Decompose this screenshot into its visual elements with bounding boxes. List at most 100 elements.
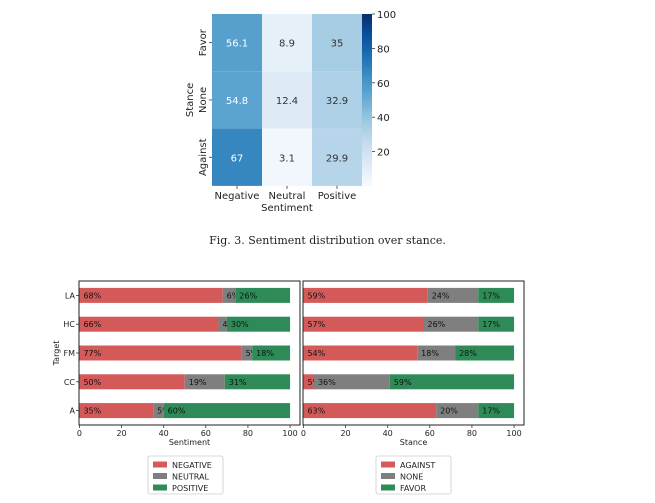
y-tick-label: A: [70, 407, 76, 416]
legend-swatch: [153, 484, 167, 491]
colorbar-segment: [362, 48, 372, 52]
heatmap-cell-label: 8.9: [279, 39, 295, 50]
bar-segment: [478, 403, 515, 419]
bar-segment: [226, 316, 291, 332]
colorbar-segment: [362, 31, 372, 35]
colorbar-segment: [362, 137, 372, 141]
colorbar-segment: [362, 74, 372, 78]
heatmap-y-tick-label: Against: [198, 138, 209, 176]
legend-label: NEUTRAL: [172, 473, 209, 482]
x-tick-label: 60: [201, 429, 211, 438]
colorbar-tick-label: 60: [377, 79, 390, 90]
heatmap-cell-label: 32.9: [326, 96, 348, 107]
bar-data-label: 18%: [256, 349, 274, 358]
colorbar-segment: [362, 68, 372, 72]
bar-segment: [455, 345, 515, 361]
heatmap-cell: [262, 71, 312, 129]
colorbar-segment: [362, 183, 372, 187]
bar-segment: [303, 374, 314, 390]
bar-segment: [222, 287, 236, 303]
bar-data-label: 50%: [83, 378, 101, 387]
x-tick-label: 40: [159, 429, 169, 438]
x-tick-label: 80: [467, 429, 477, 438]
bar-data-label: 17%: [482, 407, 500, 416]
colorbar-segment: [362, 151, 372, 155]
heatmap-x-tick-label: Positive: [318, 191, 357, 202]
colorbar-segment: [362, 125, 372, 130]
colorbar-segment: [362, 16, 372, 21]
colorbar-segment: [362, 111, 372, 115]
colorbar-segment: [362, 108, 372, 112]
colorbar-segment: [362, 28, 372, 32]
colorbar-segment: [362, 97, 372, 101]
bar-data-label: 26%: [239, 291, 257, 300]
heatmap-cell: [212, 128, 262, 186]
bar-segment: [163, 403, 291, 419]
heatmap-cell-label: 67: [231, 153, 244, 164]
bar-segment: [478, 316, 515, 332]
colorbar-segment: [362, 42, 372, 47]
bar-data-label: 17%: [482, 320, 500, 329]
heatmap-cell-label: 35: [331, 39, 344, 50]
bar-segment: [153, 403, 164, 419]
bar-segment: [79, 345, 242, 361]
bar-segment: [389, 374, 515, 390]
colorbar-segment: [362, 25, 372, 29]
bar-data-label: 36%: [318, 378, 336, 387]
colorbar-segment: [362, 105, 372, 110]
heatmap-cell: [212, 71, 262, 129]
colorbar-segment: [362, 102, 372, 107]
bar-segment: [79, 374, 185, 390]
bar-segment: [79, 287, 223, 303]
colorbar-segment: [362, 143, 372, 147]
x-tick-label: 60: [425, 429, 435, 438]
colorbar-segment: [362, 140, 372, 144]
x-axis-label: Stance: [400, 438, 428, 447]
bar-segment: [184, 374, 225, 390]
x-tick-label: 80: [243, 429, 253, 438]
bar-segment: [303, 403, 437, 419]
colorbar-segment: [362, 54, 372, 58]
bar-data-label: 18%: [421, 349, 439, 358]
colorbar-segment: [362, 174, 372, 178]
colorbar-segment: [362, 145, 372, 150]
heatmap-cell-label: 3.1: [279, 153, 295, 164]
colorbar-segment: [362, 88, 372, 92]
bar-data-label: 6%: [227, 291, 240, 300]
y-tick-label: LA: [65, 291, 76, 300]
colorbar-segment: [362, 157, 372, 161]
bar-segment: [303, 345, 418, 361]
bar-data-label: 57%: [307, 320, 325, 329]
x-axis-label: Sentiment: [169, 438, 210, 447]
x-tick-label: 0: [301, 429, 306, 438]
colorbar-segment: [362, 177, 372, 181]
colorbar-segment: [362, 154, 372, 158]
colorbar-segment: [362, 128, 372, 133]
colorbar-segment: [362, 148, 372, 153]
colorbar-segment: [362, 59, 372, 64]
colorbar-segment: [362, 122, 372, 127]
x-tick-label: 20: [116, 429, 126, 438]
colorbar-segment: [362, 82, 372, 87]
heatmap-cell: [312, 71, 362, 129]
bar-data-label: 28%: [459, 349, 477, 358]
colorbar-segment: [362, 71, 372, 75]
bar-segment: [252, 345, 291, 361]
colorbar-segment: [362, 51, 372, 55]
bar-segment: [303, 316, 424, 332]
legend-swatch: [153, 473, 167, 479]
bar-data-label: 35%: [83, 407, 101, 416]
bar-segment: [478, 287, 515, 303]
colorbar-segment: [362, 57, 372, 61]
heatmap-x-tick-label: Negative: [215, 191, 260, 202]
heatmap-x-axis-label: Sentiment: [261, 203, 313, 214]
bar-data-label: 20%: [440, 407, 458, 416]
heatmap-y-tick-label: Favor: [198, 28, 209, 56]
colorbar-segment: [362, 168, 372, 173]
colorbar-segment: [362, 19, 372, 24]
x-tick-label: 20: [340, 429, 350, 438]
colorbar-tick-label: 40: [377, 113, 390, 124]
heatmap-cell-label: 29.9: [326, 153, 348, 164]
legend-swatch: [153, 461, 167, 468]
colorbar-tick-label: 20: [377, 148, 390, 159]
